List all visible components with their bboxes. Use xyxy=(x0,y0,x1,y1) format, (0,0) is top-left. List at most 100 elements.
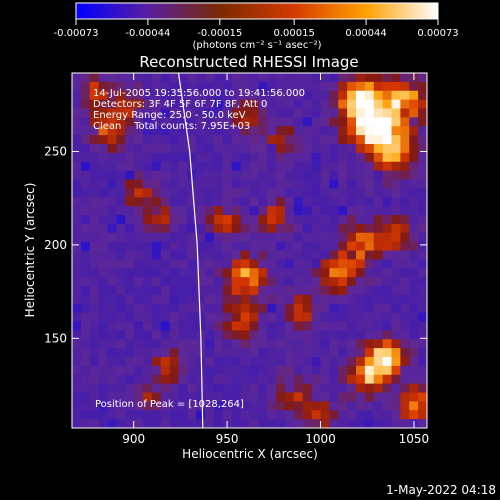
heatmap-pixel xyxy=(222,348,233,358)
heatmap-pixel xyxy=(382,348,392,358)
heatmap-pixel xyxy=(125,330,135,340)
heatmap-pixel xyxy=(169,197,179,207)
heatmap-pixel xyxy=(187,197,197,207)
heatmap-pixel xyxy=(80,241,91,251)
heatmap-pixel xyxy=(338,73,348,83)
heatmap-pixel xyxy=(89,215,100,225)
heatmap-pixel xyxy=(418,357,427,367)
heatmap-pixel xyxy=(98,259,108,269)
heatmap-pixel xyxy=(338,161,348,172)
heatmap-pixel xyxy=(400,108,410,118)
heatmap-pixel xyxy=(338,179,348,189)
heatmap-pixel xyxy=(320,126,330,136)
heatmap-pixel xyxy=(205,250,215,260)
heatmap-pixel xyxy=(125,339,135,349)
heatmap-pixel xyxy=(329,277,339,287)
colorbar-tick-label: -0.00044 xyxy=(125,28,170,39)
heatmap-pixel xyxy=(373,241,384,251)
heatmap-pixel xyxy=(320,277,330,287)
heatmap-pixel xyxy=(72,197,82,207)
heatmap-pixel xyxy=(320,401,330,411)
heatmap-pixel xyxy=(347,117,357,127)
heatmap-pixel xyxy=(196,188,206,198)
heatmap-pixel xyxy=(98,303,108,314)
heatmap-pixel xyxy=(214,117,224,127)
heatmap-pixel xyxy=(373,144,384,154)
heatmap-pixel xyxy=(391,250,401,260)
heatmap-pixel xyxy=(116,135,126,145)
heatmap-pixel xyxy=(107,392,117,402)
heatmap-pixel xyxy=(89,392,100,402)
heatmap-pixel xyxy=(240,99,250,109)
heatmap-pixel xyxy=(89,286,100,296)
heatmap-pixel xyxy=(391,170,401,180)
heatmap-pixel xyxy=(364,215,375,225)
heatmap-pixel xyxy=(400,197,410,207)
heatmap-pixel xyxy=(356,259,366,269)
heatmap-pixel xyxy=(125,365,135,376)
heatmap-pixel xyxy=(231,321,242,331)
heatmap-pixel xyxy=(134,339,144,349)
heatmap-pixel xyxy=(116,241,126,251)
heatmap-pixel xyxy=(169,144,179,154)
heatmap-pixel xyxy=(125,161,135,172)
heatmap-pixel xyxy=(338,268,348,278)
heatmap-pixel xyxy=(178,303,188,314)
heatmap-pixel xyxy=(205,108,215,118)
heatmap-pixel xyxy=(356,348,366,358)
heatmap-pixel xyxy=(205,268,215,278)
heatmap-pixel xyxy=(382,90,392,101)
heatmap-pixel xyxy=(285,179,295,189)
heatmap-pixel xyxy=(107,108,117,118)
heatmap-pixel xyxy=(187,152,197,163)
heatmap-pixel xyxy=(72,250,82,260)
heatmap-pixel xyxy=(258,250,268,260)
heatmap-pixel xyxy=(134,348,144,358)
heatmap-pixel xyxy=(98,365,108,376)
heatmap-pixel xyxy=(400,348,410,358)
heatmap-pixel xyxy=(267,117,277,127)
heatmap-pixel xyxy=(160,330,171,340)
heatmap-pixel xyxy=(338,135,348,145)
heatmap-pixel xyxy=(285,294,295,305)
heatmap-pixel xyxy=(347,303,357,314)
heatmap-pixel xyxy=(178,250,188,260)
heatmap-pixel xyxy=(222,215,233,225)
heatmap-pixel xyxy=(276,312,286,322)
heatmap-pixel xyxy=(391,161,401,172)
heatmap-pixel xyxy=(196,268,206,278)
heatmap-pixel xyxy=(400,392,410,402)
heatmap-pixel xyxy=(143,357,153,367)
heatmap-pixel xyxy=(205,206,215,216)
heatmap-pixel xyxy=(72,339,82,349)
heatmap-pixel xyxy=(249,90,259,101)
heatmap-pixel xyxy=(347,99,357,109)
heatmap-pixel xyxy=(293,161,304,172)
heatmap-pixel xyxy=(143,161,153,172)
heatmap-pixel xyxy=(267,330,277,340)
heatmap-pixel xyxy=(267,268,277,278)
heatmap-pixel xyxy=(320,170,330,180)
heatmap-pixel xyxy=(293,330,304,340)
heatmap-pixel xyxy=(302,126,313,136)
heatmap-pixel xyxy=(214,223,224,234)
heatmap-pixel xyxy=(249,232,259,243)
heatmap-pixel xyxy=(240,330,250,340)
heatmap-pixel xyxy=(231,294,242,305)
heatmap-pixel xyxy=(356,339,366,349)
heatmap-pixel xyxy=(187,206,197,216)
heatmap-pixel xyxy=(240,357,250,367)
heatmap-pixel xyxy=(169,108,179,118)
heatmap-pixel xyxy=(169,348,179,358)
heatmap-pixel xyxy=(222,259,233,269)
heatmap-pixel xyxy=(258,277,268,287)
heatmap-pixel xyxy=(356,215,366,225)
heatmap-pixel xyxy=(293,152,304,163)
heatmap-pixel xyxy=(311,170,321,180)
heatmap-pixel xyxy=(302,339,313,349)
heatmap-pixel xyxy=(329,90,339,101)
heatmap-pixel xyxy=(231,99,242,109)
heatmap-pixel xyxy=(391,330,401,340)
heatmap-pixel xyxy=(222,117,233,127)
heatmap-pixel xyxy=(107,339,117,349)
